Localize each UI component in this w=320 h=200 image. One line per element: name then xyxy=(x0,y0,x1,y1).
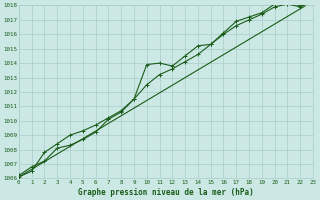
X-axis label: Graphe pression niveau de la mer (hPa): Graphe pression niveau de la mer (hPa) xyxy=(78,188,254,197)
